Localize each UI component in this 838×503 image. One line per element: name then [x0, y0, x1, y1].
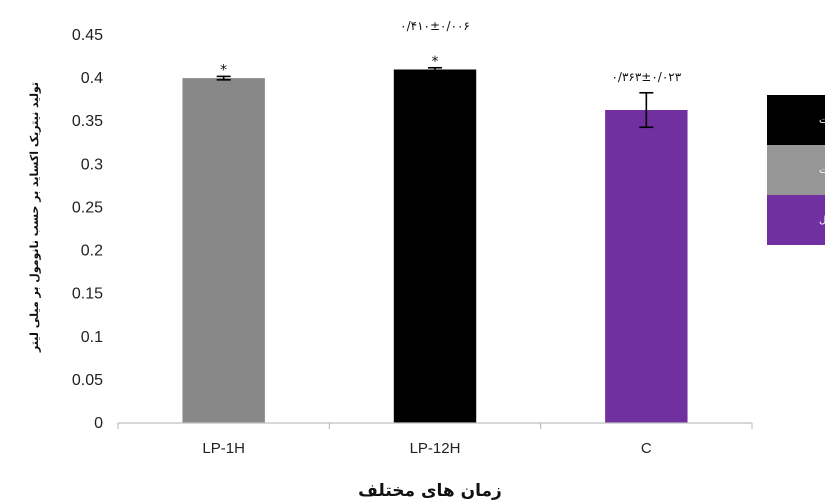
- y-axis-ticks: 0 0.05 0.1 0.15 0.2 0.25 0.3 0.35 0.4 0.45: [72, 27, 103, 432]
- y-tick-label: 0.1: [81, 329, 103, 346]
- x-axis: LP-1H LP-12H C: [117, 422, 753, 457]
- y-tick-label: 0.45: [72, 27, 103, 44]
- y-axis-label: تولید نیتریک اکساید بر حسب نانومول بر می…: [28, 82, 41, 353]
- bar-annotations: * * ۰/۴۱۰±۰/۰۰۶ ۰/۳۶۳±۰/۰۲۳: [220, 19, 682, 84]
- legend-swatch: [767, 95, 825, 145]
- legend-label: کنترل: [819, 215, 838, 226]
- x-tick-label: C: [641, 440, 652, 457]
- x-tick-label: LP-12H: [410, 440, 461, 457]
- y-tick-label: 0.4: [81, 70, 103, 87]
- x-tick-label: LP-1H: [202, 440, 245, 457]
- y-tick-label: 0: [94, 415, 103, 432]
- bars: [182, 69, 688, 423]
- bar: [393, 69, 477, 423]
- mean-sd-label: ۰/۴۱۰±۰/۰۰۶: [400, 19, 470, 33]
- x-axis-label: زمان های مختلف: [358, 481, 502, 501]
- legend-swatch: [767, 145, 825, 195]
- legend-label: ۱ ساعت: [819, 165, 838, 176]
- error-bars: [216, 66, 654, 129]
- bar: [605, 110, 688, 423]
- y-tick-label: 0.05: [72, 372, 103, 389]
- legend-swatch: [767, 195, 825, 245]
- bar: [182, 78, 265, 423]
- y-tick-label: 0.35: [72, 113, 103, 130]
- significance-star: *: [220, 62, 227, 78]
- legend: ۱۲ ساعت ۱ ساعت کنترل: [767, 95, 838, 245]
- y-tick-label: 0.15: [72, 286, 103, 303]
- legend-label: ۱۲ ساعت: [819, 115, 838, 126]
- y-tick-label: 0.25: [72, 199, 103, 216]
- y-tick-label: 0.2: [81, 243, 103, 260]
- significance-star: *: [432, 54, 439, 70]
- y-tick-label: 0.3: [81, 156, 103, 173]
- mean-sd-label: ۰/۳۶۳±۰/۰۲۳: [611, 70, 681, 84]
